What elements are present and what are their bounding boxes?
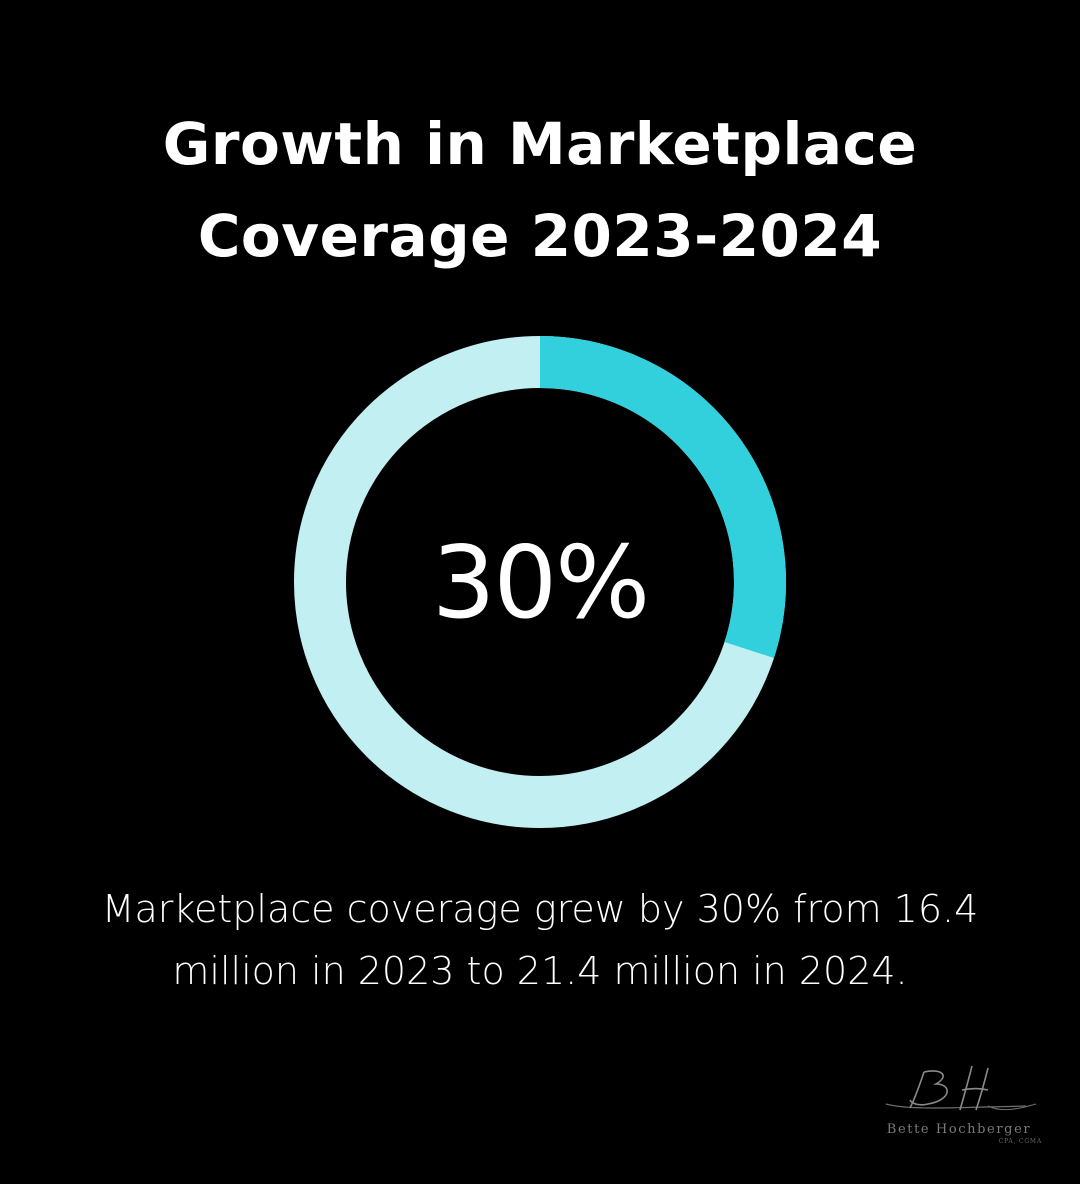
- brand-logo: Bette Hochberger CPA, CGMA: [876, 1060, 1046, 1146]
- caption-line-2: million in 2023 to 21.4 million in 2024.: [172, 949, 908, 993]
- title-line-1: Growth in Marketplace: [162, 110, 918, 178]
- center-percentage: 30%: [431, 523, 650, 641]
- donut-svg: [294, 336, 786, 828]
- signature-monogram-icon: [885, 1065, 1037, 1111]
- caption-text: Marketplace coverage grew by 30% from 16…: [40, 878, 1040, 1002]
- caption-line-1: Marketplace coverage grew by 30% from 16…: [101, 887, 979, 931]
- page-title: Growth in Marketplace Coverage 2023-2024: [0, 98, 1080, 282]
- logo-name: Bette Hochberger: [886, 1122, 1032, 1137]
- logo-credentials: CPA, CGMA: [998, 1138, 1042, 1145]
- donut-chart: [290, 332, 790, 832]
- title-line-2: Coverage 2023-2024: [197, 202, 883, 270]
- donut-highlight-segment: [539, 336, 786, 658]
